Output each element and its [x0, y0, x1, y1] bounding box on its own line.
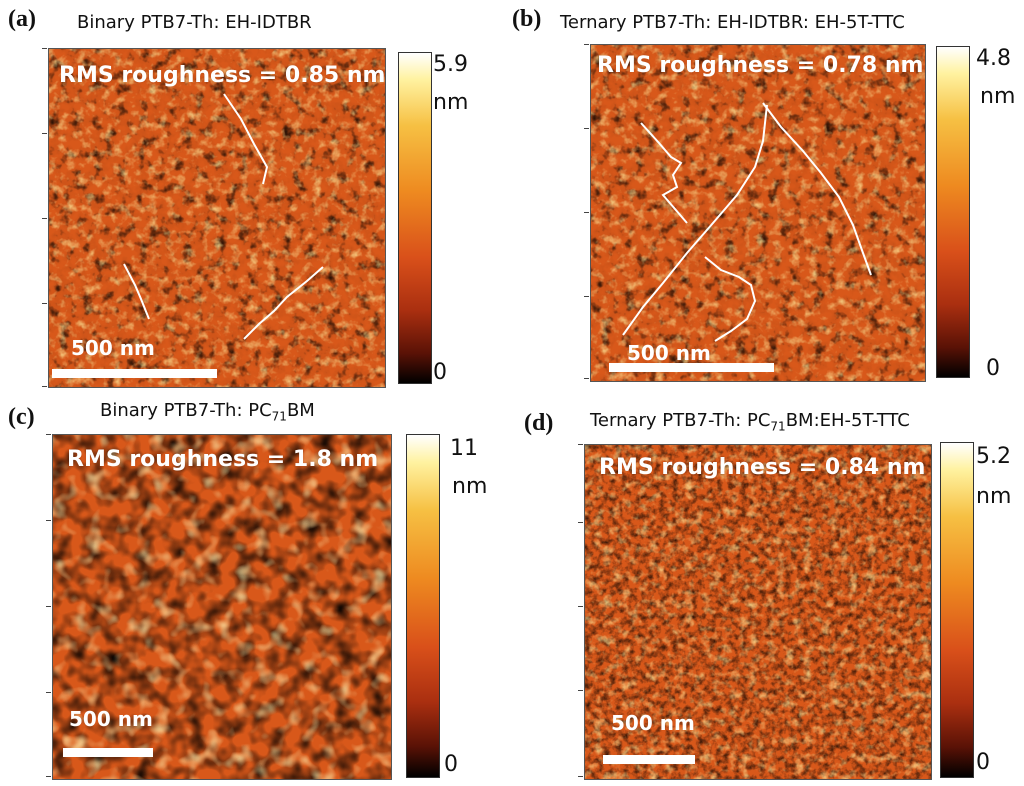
panel-c-colorbar-min: 0 [444, 752, 458, 777]
panel-c-afm-image: RMS roughness = 1.8 nm 500 nm [52, 434, 392, 780]
panel-c-scalebar-label: 500 nm [69, 707, 153, 731]
panel-c-colorbar [406, 434, 440, 778]
panel-c-colorbar-max: 11 [450, 436, 478, 461]
panel-a-title: Binary PTB7-Th: EH-IDTBR [77, 12, 312, 33]
panel-d-afm-image: RMS roughness = 0.84 nm 500 nm [584, 444, 932, 780]
panel-c-axis-ticks [46, 434, 52, 778]
panel-a-fibril-traces [123, 93, 324, 340]
panel-b-scalebar-label: 500 nm [627, 341, 711, 365]
panel-a-colorbar [398, 52, 432, 384]
panel-b-afm-image: RMS roughness = 0.78 nm 500 nm [590, 44, 926, 382]
panel-a-colorbar-min: 0 [433, 360, 447, 385]
panel-d-colorbar-unit: nm [976, 484, 1012, 509]
panel-d-axis-ticks [578, 444, 584, 778]
panel-c-label: (c) [8, 404, 35, 430]
panel-b-title: Ternary PTB7-Th: EH-IDTBR: EH-5T-TTC [560, 12, 905, 33]
panel-a-rms-roughness: RMS roughness = 0.85 nm [59, 63, 386, 88]
panel-a-colorbar-unit: nm [433, 90, 469, 115]
panel-d-colorbar-max: 5.2 [976, 444, 1011, 469]
panel-d-rms-roughness: RMS roughness = 0.84 nm [599, 455, 926, 480]
panel-a-afm-image: RMS roughness = 0.85 nm 500 nm [48, 48, 386, 388]
panel-b-colorbar [936, 46, 970, 378]
panel-b-colorbar-max: 4.8 [976, 46, 1011, 71]
panel-b-scalebar [609, 363, 774, 372]
panel-b-fibril-traces [622, 102, 872, 342]
panel-c-title: Binary PTB7-Th: PC71BM [100, 400, 315, 424]
panel-a-scalebar-label: 500 nm [71, 336, 155, 360]
panel-a-axis-ticks [42, 48, 48, 388]
panel-d-title: Ternary PTB7-Th: PC71BM:EH-5T-TTC [590, 410, 910, 434]
panel-b-colorbar-min: 0 [986, 356, 1000, 381]
panel-a-scalebar [52, 369, 217, 378]
panel-d-scalebar [603, 755, 695, 764]
panel-a-label: (a) [8, 6, 36, 32]
panel-d-colorbar-min: 0 [976, 750, 990, 775]
panel-c-colorbar-unit: nm [452, 474, 488, 499]
panel-d-scalebar-label: 500 nm [611, 711, 695, 735]
panel-c-scalebar [63, 748, 153, 757]
panel-c-rms-roughness: RMS roughness = 1.8 nm [67, 447, 379, 472]
panel-d-colorbar [940, 442, 974, 778]
panel-b-colorbar-unit: nm [980, 84, 1016, 109]
panel-b-rms-roughness: RMS roughness = 0.78 nm [597, 53, 924, 78]
panel-b-label: (b) [512, 6, 542, 32]
panel-d-label: (d) [524, 410, 554, 436]
panel-a-colorbar-max: 5.9 [433, 52, 468, 77]
panel-b-axis-ticks [584, 44, 590, 380]
